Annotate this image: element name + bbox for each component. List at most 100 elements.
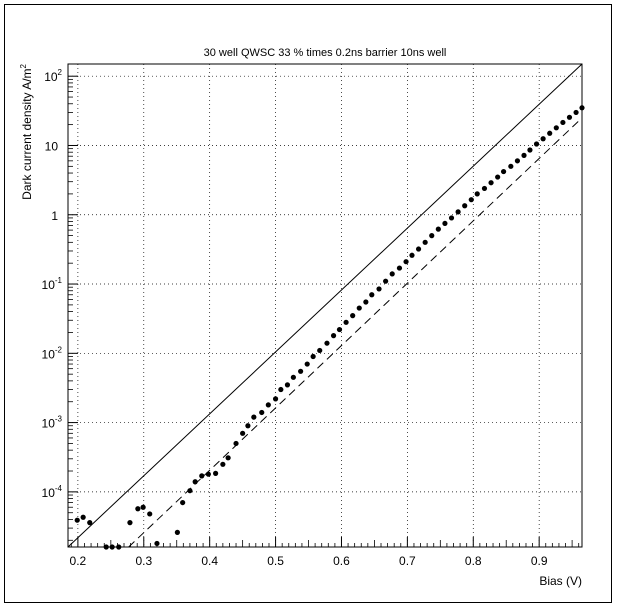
data-point (383, 278, 389, 284)
chart-frame: 0.2 0.3 0.4 0.5 0.6 0.7 0.8 0.9 102 10 1 10-1 10-2 1… (4, 4, 612, 603)
data-point (192, 479, 198, 485)
grid (68, 64, 582, 547)
data-point (495, 174, 501, 180)
data-point (514, 158, 521, 164)
y-tick-label: 10-1 (42, 276, 63, 292)
data-point (109, 544, 115, 550)
data-point (579, 105, 585, 111)
data-point (87, 520, 93, 526)
fit-lines (67, 63, 583, 548)
data-point (310, 353, 316, 360)
data-point (488, 180, 494, 186)
data-point (284, 382, 291, 388)
plot-area (67, 63, 583, 548)
data-point (245, 423, 251, 429)
data-point (415, 246, 422, 252)
data-point (376, 286, 382, 292)
data-point (317, 347, 323, 354)
data-point (220, 461, 226, 467)
data-point (389, 271, 395, 277)
data-point (474, 191, 480, 197)
data-point (259, 409, 265, 416)
data-point (80, 514, 86, 520)
data-point (462, 203, 468, 209)
data-point (455, 209, 461, 215)
data-point (409, 252, 415, 258)
data-point (330, 333, 337, 339)
data-point (278, 386, 284, 393)
data-point (566, 114, 573, 120)
data-point (240, 430, 246, 436)
data-point (187, 488, 193, 494)
data-point (180, 499, 186, 506)
y-tick-labels: 102 10 1 10-1 10-2 10-3 10-4 (42, 68, 63, 500)
data-point (324, 340, 330, 346)
data-point (135, 506, 141, 512)
data-point (508, 163, 514, 169)
y-tick-label: 10-4 (42, 484, 63, 500)
data-point (363, 299, 369, 305)
x-tick-label: 0.5 (267, 554, 284, 568)
data-point (356, 305, 362, 311)
data-point (213, 470, 219, 476)
y-tick-label: 1 (51, 209, 58, 223)
data-point (396, 265, 403, 271)
y-tick-label: 10-2 (42, 345, 63, 361)
data-point (205, 471, 211, 477)
data-point (429, 233, 435, 239)
data-point (147, 511, 153, 517)
chart-title: 30 well QWSC 33 % times 0.2ns barrier 10… (204, 47, 447, 59)
data-point (233, 440, 239, 447)
y-axis-label: Dark current density A/m2 (19, 63, 34, 199)
data-point (369, 292, 375, 298)
data-point (553, 125, 559, 131)
data-points (74, 105, 585, 550)
data-point (448, 215, 455, 221)
data-point (500, 168, 507, 175)
x-tick-label: 0.3 (135, 554, 152, 568)
data-point (298, 368, 304, 374)
data-point (533, 141, 540, 147)
y-tick-label: 10-3 (42, 415, 63, 431)
data-point (174, 529, 180, 535)
data-point (74, 517, 80, 523)
data-point (435, 226, 441, 232)
chart: 0.2 0.3 0.4 0.5 0.6 0.7 0.8 0.9 10210110-110-21… (19, 47, 585, 588)
data-point (350, 313, 356, 319)
data-point (265, 402, 271, 408)
x-tick-label: 0.9 (531, 554, 548, 568)
data-point (573, 109, 579, 116)
x-tick-label: 0.7 (399, 554, 416, 568)
data-point (304, 361, 310, 367)
data-point (422, 239, 428, 245)
data-point (116, 544, 122, 550)
data-point (442, 220, 448, 227)
data-point (225, 455, 231, 461)
x-tick-label: 0.6 (333, 554, 350, 568)
y-tick-label: 102 (44, 68, 62, 84)
data-point (468, 197, 474, 203)
x-tick-label: 0.8 (465, 554, 482, 568)
data-point (403, 259, 409, 265)
data-point (527, 147, 533, 153)
data-point (272, 396, 279, 402)
data-point (251, 414, 257, 420)
x-tick-label: 0.4 (201, 554, 218, 568)
axis-ticks (68, 75, 580, 547)
solid-reference-line (67, 63, 583, 548)
x-tick-labels: 0.2 0.3 0.4 0.5 0.6 0.7 0.8 0.9 (70, 554, 548, 568)
data-point (521, 152, 527, 158)
data-point (199, 473, 205, 479)
data-point (336, 326, 343, 333)
data-point (560, 119, 566, 126)
data-point (540, 136, 546, 142)
data-point (290, 374, 296, 380)
data-point (103, 544, 109, 550)
data-point (481, 185, 488, 192)
y-tick-label: 10 (45, 139, 59, 153)
data-point (343, 319, 349, 325)
x-tick-label: 0.2 (70, 554, 87, 568)
data-point (127, 520, 133, 526)
x-axis-label: Bias (V) (539, 574, 582, 588)
data-point (547, 130, 553, 136)
